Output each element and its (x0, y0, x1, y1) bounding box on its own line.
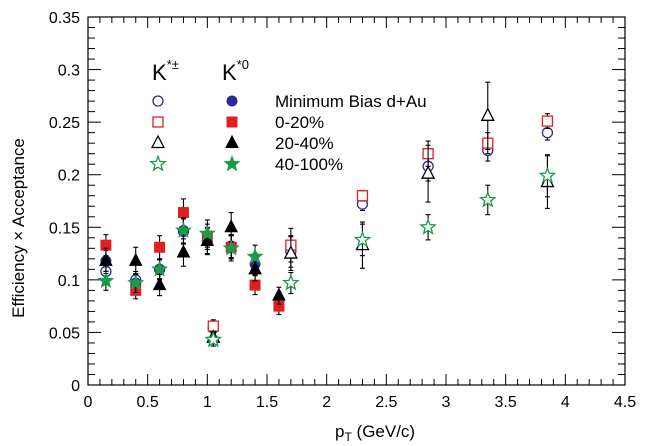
y-tick-label: 0.35 (49, 10, 80, 27)
x-tick-label: 0.5 (137, 394, 159, 411)
data-point (538, 166, 557, 184)
x-tick-label: 4 (561, 394, 570, 411)
data-point (249, 279, 261, 291)
data-point (128, 252, 143, 266)
data-point (224, 219, 239, 233)
data-point (246, 247, 264, 264)
data-point (421, 165, 436, 179)
legend-marker-open (152, 95, 164, 107)
data-point (541, 115, 554, 127)
series-square-open (207, 113, 554, 333)
chart-marks (97, 81, 557, 348)
x-tick-label: 0 (84, 394, 93, 411)
data-point (282, 273, 300, 291)
legend-marker-filled (223, 155, 241, 172)
data-point (176, 244, 191, 258)
series-triangle-open (206, 81, 555, 345)
x-tick-label: 3.5 (495, 394, 517, 411)
y-tick-label: 0.05 (49, 325, 80, 342)
legend-marker-filled (225, 134, 239, 148)
data-point (204, 330, 223, 348)
x-tick-label: 2 (322, 394, 331, 411)
legend-marker-filled (226, 116, 238, 128)
data-point (480, 107, 495, 121)
data-point (177, 207, 189, 219)
data-point (154, 241, 166, 253)
y-axis-title: Efficiency × Acceptance (9, 138, 28, 318)
legend-marker-open (149, 154, 167, 172)
legend-marker-filled (226, 95, 238, 107)
data-point (198, 224, 216, 241)
data-point (478, 190, 497, 208)
data-point (272, 287, 286, 301)
data-point (175, 221, 192, 238)
legend-label-20-40: 20-40% (275, 134, 334, 153)
data-point (283, 245, 298, 259)
y-tick-label: 0.25 (49, 115, 80, 132)
chart-axes: 0 0.5 1 1.5 2 2.5 3 3.5 4 4.5 0 0.05 0.1 0.15 0.2 0.25 0… (49, 10, 636, 411)
legend-header-kstar-neutral: K*0 (222, 57, 249, 85)
y-tick-label: 0.1 (58, 273, 80, 290)
data-point (541, 127, 554, 139)
data-point (419, 217, 437, 235)
legend-label-0-20: 0-20% (275, 113, 324, 132)
y-tick-label: 0 (71, 378, 80, 395)
legend-label-minimum-bias: Minimum Bias d+Au (275, 92, 427, 111)
y-tick-label: 0.3 (58, 63, 80, 80)
data-point (99, 252, 113, 266)
legend-marker-open (150, 134, 166, 149)
x-tick-label: 1.5 (256, 394, 278, 411)
x-tick-label: 3 (442, 394, 451, 411)
legend-label-40-100: 40-100% (275, 155, 343, 174)
series-star-open (204, 154, 557, 348)
legend-header-kstar-charged: K*± (152, 57, 179, 85)
y-tick-label: 0.2 (58, 168, 80, 185)
legend-markers (149, 95, 241, 172)
series-star-filled (97, 217, 264, 294)
data-point (222, 239, 240, 256)
x-tick-label: 1 (203, 394, 212, 411)
x-tick-label: 2.5 (375, 394, 397, 411)
data-point (97, 272, 115, 289)
legend-marker-open (152, 116, 164, 128)
x-tick-label: 4.5 (614, 394, 636, 411)
x-axis-title: pT (GeV/c) (335, 422, 415, 444)
data-point (353, 230, 372, 248)
y-tick-label: 0.15 (49, 220, 80, 237)
data-point (356, 190, 369, 202)
data-point (151, 260, 169, 277)
data-point (152, 277, 167, 291)
legend: K*± K*0 Minimum Bias d+Au 0-20% 20-40% 4… (149, 57, 427, 174)
plot-frame (87, 16, 626, 386)
data-point (127, 274, 145, 291)
